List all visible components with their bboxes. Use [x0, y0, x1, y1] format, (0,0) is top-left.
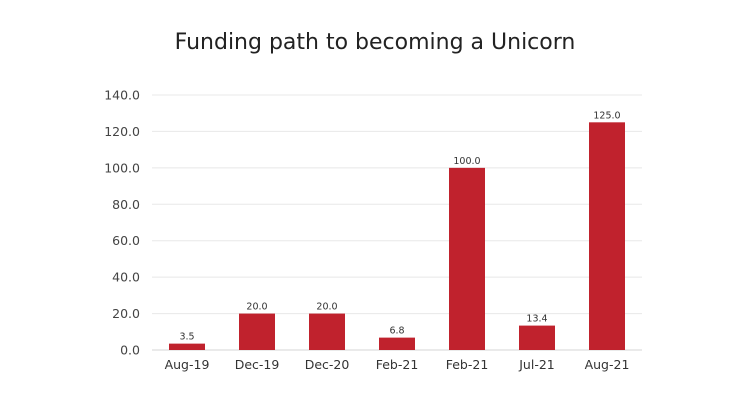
data-label: 100.0 — [453, 156, 480, 167]
y-tick-label: 20.0 — [112, 306, 140, 321]
x-tick-label: Aug-19 — [165, 357, 210, 372]
x-tick-label: Dec-20 — [305, 357, 350, 372]
data-label: 20.0 — [246, 302, 267, 313]
y-tick-label: 140.0 — [104, 88, 140, 103]
bar — [239, 313, 275, 350]
y-tick-label: 120.0 — [104, 124, 140, 139]
chart-title: Funding path to becoming a Unicorn — [174, 30, 576, 55]
data-label: 3.5 — [179, 332, 194, 343]
y-tick-label: 100.0 — [104, 160, 140, 175]
bar — [169, 343, 205, 350]
x-tick-label: Dec-19 — [235, 357, 280, 372]
data-label: 6.8 — [389, 326, 404, 337]
bar — [519, 325, 555, 350]
y-tick-label: 60.0 — [112, 233, 140, 248]
bar — [309, 313, 345, 350]
x-tick-label: Feb-21 — [376, 357, 419, 372]
x-tick-label: Aug-21 — [585, 357, 630, 372]
bar — [379, 337, 415, 350]
x-tick-label: Jul-21 — [518, 357, 555, 372]
data-label: 20.0 — [316, 302, 337, 313]
data-label: 125.0 — [593, 110, 620, 121]
x-tick-label: Feb-21 — [446, 357, 489, 372]
data-label: 13.4 — [526, 314, 547, 325]
y-tick-label: 40.0 — [112, 270, 140, 285]
y-tick-label: 80.0 — [112, 197, 140, 212]
bar — [449, 167, 485, 350]
bar — [589, 122, 625, 350]
y-tick-label: 0.0 — [120, 343, 140, 358]
